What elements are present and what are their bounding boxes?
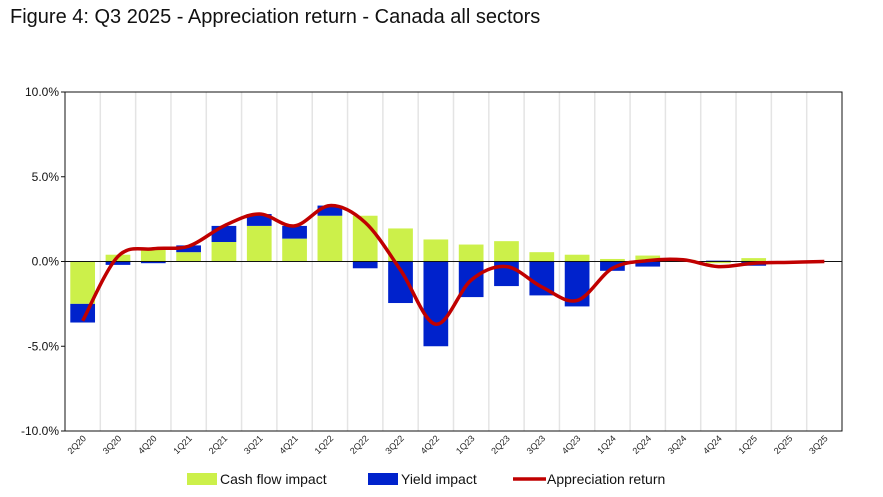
x-tick-label: 3Q22 xyxy=(383,433,406,456)
legend-label-cash-flow: Cash flow impact xyxy=(220,471,327,487)
x-tick-label: 1Q24 xyxy=(595,433,618,456)
x-tick-label: 3Q20 xyxy=(101,433,124,456)
yield-bar xyxy=(352,261,378,269)
x-tick-label: 2Q22 xyxy=(348,433,371,456)
cash-flow-bar xyxy=(494,241,519,262)
cash-flow-bar xyxy=(246,225,272,262)
yield-bar xyxy=(140,261,166,264)
cash-flow-bar xyxy=(741,258,767,262)
yield-bar xyxy=(282,225,307,239)
x-tick-label: 4Q21 xyxy=(277,433,300,456)
yield-bar xyxy=(600,261,625,271)
yield-bar xyxy=(246,214,272,226)
legend-swatch-yield xyxy=(368,473,398,485)
cash-flow-bar xyxy=(211,242,237,262)
x-tick-label: 2Q21 xyxy=(207,433,230,456)
x-tick-label: 4Q20 xyxy=(136,433,159,456)
x-tick-label: 3Q21 xyxy=(242,433,265,456)
yield-bar xyxy=(317,205,343,216)
yield-bar xyxy=(176,245,201,253)
cash-flow-bar xyxy=(423,239,449,262)
cash-flow-bar xyxy=(564,254,590,262)
x-tick-label: 2Q25 xyxy=(772,433,795,456)
cash-flow-bar xyxy=(317,215,343,262)
yield-bar xyxy=(211,225,237,243)
cash-flow-bar xyxy=(706,261,731,264)
x-tick-label: 1Q23 xyxy=(454,433,477,456)
x-tick-label: 1Q21 xyxy=(171,433,194,456)
y-tick-label: -10.0% xyxy=(21,424,59,438)
x-tick-label: 2Q20 xyxy=(65,433,88,456)
cash-flow-bar xyxy=(458,244,484,262)
x-tick-label: 3Q24 xyxy=(666,433,689,456)
yield-bar xyxy=(635,261,661,267)
appreciation-return-line xyxy=(81,203,825,326)
yield-bar xyxy=(105,261,131,265)
yield-bar xyxy=(423,261,449,347)
x-tick-label: 4Q24 xyxy=(701,433,724,456)
x-tick-label: 3Q25 xyxy=(807,433,830,456)
cash-flow-bar xyxy=(600,258,625,262)
chart-title: Figure 4: Q3 2025 - Appreciation return … xyxy=(10,6,541,28)
cash-flow-bar xyxy=(282,238,307,262)
x-tick-label: 4Q23 xyxy=(560,433,583,456)
y-tick-label: 10.0% xyxy=(25,85,59,99)
y-tick-label: 0.0% xyxy=(32,255,60,269)
cash-flow-bar xyxy=(635,255,661,262)
y-tick-label: 5.0% xyxy=(32,170,60,184)
x-tick-label: 1Q25 xyxy=(736,433,759,456)
x-tick-label: 4Q22 xyxy=(419,433,442,456)
x-tick-label: 1Q22 xyxy=(313,433,336,456)
cash-flow-bar xyxy=(176,252,201,262)
legend-label-yield: Yield impact xyxy=(401,471,477,487)
cash-flow-bar xyxy=(70,261,96,304)
x-tick-label: 2Q24 xyxy=(631,433,654,456)
x-tick-label: 3Q23 xyxy=(525,433,548,456)
cash-flow-bar xyxy=(140,247,166,262)
cash-flow-bar xyxy=(529,252,555,262)
x-tick-label: 2Q23 xyxy=(489,433,512,456)
legend-label-appreciation: Appreciation return xyxy=(547,471,665,487)
legend-swatch-cash-flow xyxy=(187,473,217,485)
y-tick-label: -5.0% xyxy=(28,339,60,353)
